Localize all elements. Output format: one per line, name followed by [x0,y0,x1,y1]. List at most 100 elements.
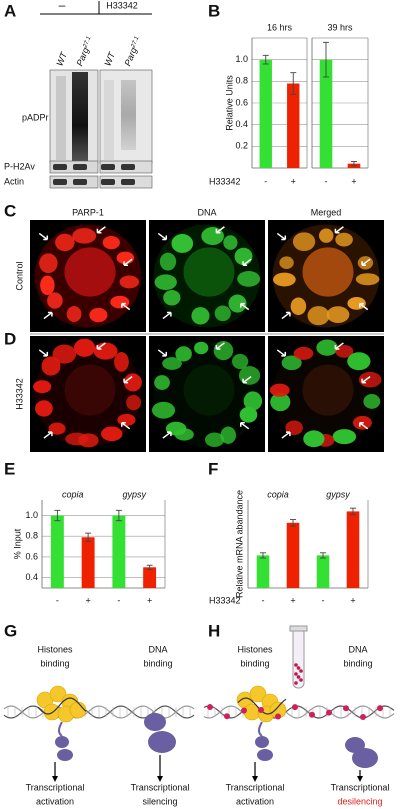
group-label: gypsy [122,489,146,499]
blot-smear [72,72,88,162]
arrow [281,431,291,439]
diagram-text: Transcriptional [131,782,190,792]
band-label: P-H2Av [4,161,35,171]
x-tick-label: - [117,595,120,605]
nucleus [326,306,350,323]
nucleus [74,338,96,357]
bar [319,59,333,168]
x-axis-label: H33342 [209,176,241,186]
adp-ribose [224,713,230,720]
y-axis-label: Relative Units [224,75,234,131]
band [53,179,67,185]
adp-ribose [207,704,213,711]
arrow [157,232,167,241]
diagram-text: Histones [237,644,273,654]
diagram-text: Transcriptional [226,782,285,792]
adp-ribose [258,706,264,713]
arrow [334,226,344,234]
nucleus [223,235,238,250]
y-tick-label: 0.8 [235,76,248,86]
nucleus [303,430,325,448]
nucleus [101,426,123,442]
diagram-text: binding [143,658,172,668]
adp-ribose [275,713,281,720]
histone [249,685,267,703]
arrow [281,311,291,320]
arrow-head [43,351,49,357]
arrow [162,431,172,439]
nucleus [151,401,176,419]
y-tick-label: 0.8 [25,531,38,541]
blot-lane [56,76,66,160]
arrow-head [215,344,221,350]
arrow [43,431,53,439]
arrow [359,303,369,311]
arrow-head [240,422,245,427]
lane-name: Parg [123,46,139,67]
y-tick-label: 0.4 [25,572,38,582]
blot-header: – [59,0,66,12]
adp-ribose [326,709,332,716]
tube-dot [296,675,301,679]
nucleus [89,307,108,323]
diagram-text: binding [40,658,69,668]
nucleus [270,392,291,412]
x-tick-label: - [322,595,325,605]
arrow-head [166,311,172,317]
band-label: Actin [4,176,24,186]
arrow [361,258,371,266]
y-tick-label: 0.2 [235,141,248,151]
nucleus [269,383,290,397]
blot-header: H33342 [106,0,138,10]
blot-lane [104,80,114,160]
nucleus [114,351,129,372]
lane-label: WT [55,50,70,68]
arrow-head [361,378,367,384]
nucleus [191,307,210,325]
arrow [121,422,131,430]
nucleus [102,235,120,250]
nucleus [154,375,170,390]
nucleus [335,232,353,247]
cell-center [302,364,354,416]
lane-sup: 27.1 [82,36,92,50]
arrow-head [281,235,287,241]
nucleus [273,272,296,287]
nucleus [126,395,142,411]
arrow-head [334,228,340,234]
lane-name: WT [55,50,70,68]
band [53,164,67,170]
cell-center [64,364,116,416]
band-label: pADPr [22,112,49,122]
arrow [121,303,131,311]
tube-dot [294,663,298,667]
arrow [162,311,172,320]
arrow-head [334,344,340,350]
diagram-text: Transcriptional [26,782,85,792]
x-tick-label: - [56,595,59,605]
group-label: copia [267,489,289,499]
band [73,179,87,185]
tube-dot [299,678,303,682]
arrow-head [52,776,58,782]
dna-strand [3,705,195,719]
lane-name: WT [103,50,118,68]
adp-ribose [241,707,247,714]
diagram-text: DNA [348,644,367,654]
arrow-head [121,422,126,427]
column-title: Merged [311,207,342,217]
diagram-text: desilencing [337,796,382,806]
error-bar [290,519,296,527]
arrow-head [162,235,168,241]
nucleus [220,426,237,444]
bar [143,567,157,588]
column-title: DNA [197,207,216,217]
x-tick-label: + [290,595,295,605]
panel-label: C [4,201,16,220]
nucleus [239,406,258,423]
adp-ribose [360,713,366,720]
nucleus [231,353,249,370]
arrow-head [242,261,248,266]
lane-label: WT [103,50,118,68]
